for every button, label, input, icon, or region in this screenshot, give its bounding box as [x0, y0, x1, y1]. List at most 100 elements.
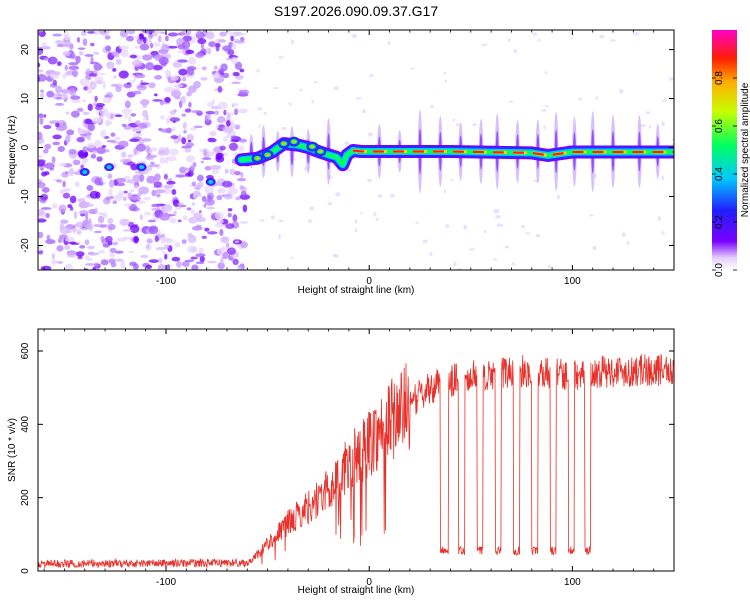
noise-speckle: [76, 136, 85, 143]
noise-speckle: [126, 82, 132, 85]
spectrogram-x-tick-label: 100: [564, 276, 581, 287]
noise-blob-core: [139, 165, 145, 170]
spectrogram-y-tick-label: 20: [20, 44, 31, 56]
noise-speckle: [415, 221, 419, 224]
noise-speckle: [228, 124, 236, 129]
noise-speckle: [105, 235, 113, 243]
noise-speckle: [131, 79, 136, 84]
noise-speckle: [70, 110, 80, 118]
noise-speckle: [98, 30, 110, 36]
noise-speckle: [61, 89, 72, 95]
noise-speckle: [199, 255, 205, 263]
noise-speckle: [57, 120, 67, 128]
noise-speckle: [281, 126, 287, 130]
noise-speckle: [171, 127, 176, 132]
noise-speckle: [219, 31, 228, 37]
noise-speckle: [108, 187, 113, 196]
noise-speckle: [124, 113, 128, 119]
noise-speckle: [70, 228, 81, 233]
noise-speckle: [101, 145, 107, 148]
noise-speckle: [165, 117, 170, 125]
noise-speckle: [181, 137, 187, 145]
noise-speckle: [234, 61, 243, 70]
noise-speckle: [240, 190, 247, 197]
noise-speckle: [500, 223, 503, 228]
noise-speckle: [354, 219, 358, 224]
noise-speckle: [161, 204, 173, 212]
noise-speckle: [186, 207, 192, 211]
noise-speckle: [107, 121, 113, 126]
noise-speckle: [222, 45, 232, 52]
noise-speckle: [74, 181, 80, 188]
noise-speckle: [142, 196, 151, 201]
noise-speckle: [79, 78, 90, 87]
noise-speckle: [94, 30, 100, 36]
noise-speckle: [112, 67, 117, 72]
noise-speckle: [410, 67, 415, 70]
noise-speckle: [110, 83, 119, 87]
noise-speckle: [103, 96, 112, 104]
spectrogram-y-tick-label: -10: [20, 189, 31, 204]
noise-speckle: [223, 109, 227, 116]
noise-speckle: [170, 135, 179, 140]
noise-speckle: [144, 211, 151, 216]
noise-speckle: [164, 35, 169, 42]
noise-speckle: [177, 219, 182, 223]
noise-speckle: [115, 58, 122, 65]
noise-speckle: [172, 61, 182, 68]
noise-speckle: [84, 239, 90, 246]
noise-speckle: [40, 207, 52, 210]
noise-speckle: [545, 105, 549, 108]
noise-speckle: [93, 51, 100, 55]
noise-speckle: [82, 146, 88, 153]
noise-speckle: [95, 65, 103, 70]
noise-speckle: [299, 88, 303, 92]
noise-speckle: [66, 129, 75, 136]
noise-speckle: [51, 156, 56, 164]
noise-speckle: [132, 263, 139, 270]
noise-speckle: [217, 187, 226, 194]
noise-speckle: [211, 151, 216, 155]
noise-speckle: [148, 226, 159, 235]
noise-speckle: [366, 178, 373, 183]
snr-series-line: [38, 354, 674, 569]
noise-speckle: [172, 84, 184, 88]
spectrogram-x-tick-label: 0: [366, 276, 372, 287]
noise-speckle: [65, 134, 71, 143]
noise-speckle: [472, 123, 477, 127]
noise-speckle: [335, 192, 341, 197]
noise-speckle: [218, 68, 225, 74]
noise-speckle: [84, 255, 90, 261]
noise-speckle: [55, 85, 63, 94]
noise-speckle: [83, 152, 89, 157]
noise-speckle: [198, 247, 204, 254]
noise-speckle: [206, 266, 210, 270]
noise-speckle: [223, 136, 228, 142]
noise-speckle: [191, 181, 197, 187]
noise-speckle: [235, 196, 241, 201]
noise-speckle: [578, 97, 583, 101]
noise-speckle: [136, 200, 147, 204]
noise-speckle: [132, 59, 143, 67]
noise-speckle: [59, 189, 65, 194]
colorbar-tick-label: 0.6: [714, 119, 725, 133]
noise-speckle: [219, 145, 226, 151]
noise-speckle: [187, 139, 192, 143]
noise-speckle: [150, 161, 155, 165]
noise-speckle: [153, 217, 160, 221]
noise-speckle: [154, 75, 163, 80]
noise-speckle: [62, 40, 72, 48]
noise-speckle: [592, 245, 597, 251]
noise-speckle: [132, 90, 142, 95]
noise-speckle: [239, 185, 245, 190]
noise-speckle: [142, 109, 149, 118]
noise-speckle: [167, 32, 179, 37]
noise-speckle: [45, 212, 50, 219]
noise-speckle: [270, 215, 275, 220]
noise-speckle: [170, 89, 182, 98]
noise-speckle: [610, 39, 616, 42]
noise-speckle: [71, 70, 79, 78]
noise-speckle: [109, 247, 117, 254]
noise-speckle: [208, 41, 217, 48]
